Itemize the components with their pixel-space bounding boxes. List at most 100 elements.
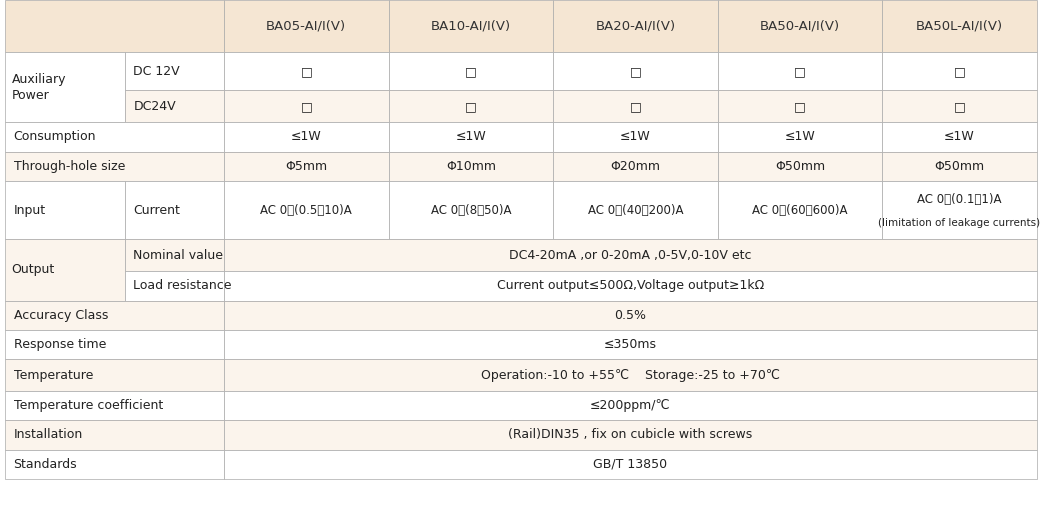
Text: ≤1W: ≤1W <box>785 130 816 144</box>
Text: 0.5%: 0.5% <box>615 309 646 322</box>
Text: □: □ <box>300 65 312 78</box>
Bar <box>553 52 717 90</box>
Text: GB/T 13850: GB/T 13850 <box>594 458 668 471</box>
Bar <box>388 52 553 90</box>
Bar <box>224 90 388 122</box>
Text: (Rail)DIN35 , fix on cubicle with screws: (Rail)DIN35 , fix on cubicle with screws <box>508 428 752 442</box>
Text: Standards: Standards <box>14 458 77 471</box>
Text: Response time: Response time <box>14 338 106 351</box>
Bar <box>388 0 553 52</box>
Bar <box>224 181 388 239</box>
Text: AC 0～(60～600)A: AC 0～(60～600)A <box>752 204 847 217</box>
Bar <box>717 152 882 181</box>
Text: Φ20mm: Φ20mm <box>610 160 660 173</box>
Bar <box>5 152 224 181</box>
Bar <box>224 122 388 152</box>
Bar <box>882 122 1037 152</box>
Text: BA20-AI/I(V): BA20-AI/I(V) <box>596 20 675 32</box>
Text: ≤1W: ≤1W <box>620 130 651 144</box>
Bar <box>5 181 125 239</box>
Bar <box>388 181 553 239</box>
Text: Auxiliary
Power: Auxiliary Power <box>12 73 66 102</box>
Text: □: □ <box>464 100 477 113</box>
Bar <box>882 152 1037 181</box>
Text: AC 0～(40～200)A: AC 0～(40～200)A <box>587 204 683 217</box>
Bar <box>224 239 1037 271</box>
Bar <box>717 181 882 239</box>
Bar <box>553 181 717 239</box>
Text: Current output≤500Ω,Voltage output≥1kΩ: Current output≤500Ω,Voltage output≥1kΩ <box>496 279 764 293</box>
Text: AC 0～(8～50)A: AC 0～(8～50)A <box>431 204 511 217</box>
Text: BA50L-AI/I(V): BA50L-AI/I(V) <box>916 20 1003 32</box>
Text: Current: Current <box>133 204 180 217</box>
Bar <box>717 90 882 122</box>
Bar <box>553 122 717 152</box>
Text: AC 0～(0.5～10)A: AC 0～(0.5～10)A <box>260 204 352 217</box>
Bar <box>224 420 1037 450</box>
Text: ≤1W: ≤1W <box>456 130 487 144</box>
Text: Temperature coefficient: Temperature coefficient <box>14 399 163 412</box>
Bar <box>5 420 224 450</box>
Text: □: □ <box>464 65 477 78</box>
Text: ≤350ms: ≤350ms <box>604 338 657 351</box>
Bar <box>388 90 553 122</box>
Bar <box>553 0 717 52</box>
Text: BA05-AI/I(V): BA05-AI/I(V) <box>267 20 346 32</box>
Text: (limitation of leakage currents): (limitation of leakage currents) <box>878 219 1040 228</box>
Text: □: □ <box>795 65 806 78</box>
Bar <box>5 239 125 301</box>
Text: □: □ <box>953 100 965 113</box>
Bar <box>224 301 1037 330</box>
Bar <box>388 152 553 181</box>
Text: Consumption: Consumption <box>14 130 96 144</box>
Bar <box>5 330 224 359</box>
Text: Φ50mm: Φ50mm <box>934 160 985 173</box>
Bar <box>224 359 1037 391</box>
Text: DC24V: DC24V <box>133 100 176 113</box>
Bar <box>224 391 1037 420</box>
Text: AC 0～(0.1～1)A: AC 0～(0.1～1)A <box>917 193 1002 206</box>
Text: BA10-AI/I(V): BA10-AI/I(V) <box>431 20 511 32</box>
Bar <box>388 122 553 152</box>
Text: □: □ <box>300 100 312 113</box>
Bar <box>224 52 388 90</box>
Text: DC 12V: DC 12V <box>133 65 180 78</box>
Bar <box>882 52 1037 90</box>
Text: Φ50mm: Φ50mm <box>774 160 825 173</box>
Text: BA50-AI/I(V): BA50-AI/I(V) <box>760 20 840 32</box>
Bar <box>5 52 125 122</box>
Bar <box>553 90 717 122</box>
Bar <box>5 301 224 330</box>
Bar <box>553 152 717 181</box>
Bar <box>717 0 882 52</box>
Bar <box>224 330 1037 359</box>
Text: DC4-20mA ,or 0-20mA ,0-5V,0-10V etc: DC4-20mA ,or 0-20mA ,0-5V,0-10V etc <box>509 249 751 262</box>
Text: ≤1W: ≤1W <box>944 130 974 144</box>
Bar <box>5 450 224 479</box>
Text: Φ10mm: Φ10mm <box>445 160 496 173</box>
Bar <box>882 181 1037 239</box>
Text: Load resistance: Load resistance <box>133 279 232 293</box>
Bar <box>882 90 1037 122</box>
Bar <box>224 0 388 52</box>
Bar <box>5 0 224 52</box>
Text: □: □ <box>630 100 641 113</box>
Text: Temperature: Temperature <box>14 369 93 381</box>
Text: Φ5mm: Φ5mm <box>286 160 327 173</box>
Bar <box>125 239 224 271</box>
Bar <box>125 271 224 301</box>
Bar <box>717 52 882 90</box>
Text: Through-hole size: Through-hole size <box>14 160 125 173</box>
Bar <box>5 122 224 152</box>
Text: Output: Output <box>12 263 55 277</box>
Bar <box>224 271 1037 301</box>
Bar <box>717 122 882 152</box>
Bar <box>5 359 224 391</box>
Bar <box>224 450 1037 479</box>
Bar <box>5 391 224 420</box>
Text: ≤200ppm/℃: ≤200ppm/℃ <box>590 399 671 412</box>
Text: □: □ <box>630 65 641 78</box>
Bar <box>125 90 224 122</box>
Text: □: □ <box>953 65 965 78</box>
Text: □: □ <box>795 100 806 113</box>
